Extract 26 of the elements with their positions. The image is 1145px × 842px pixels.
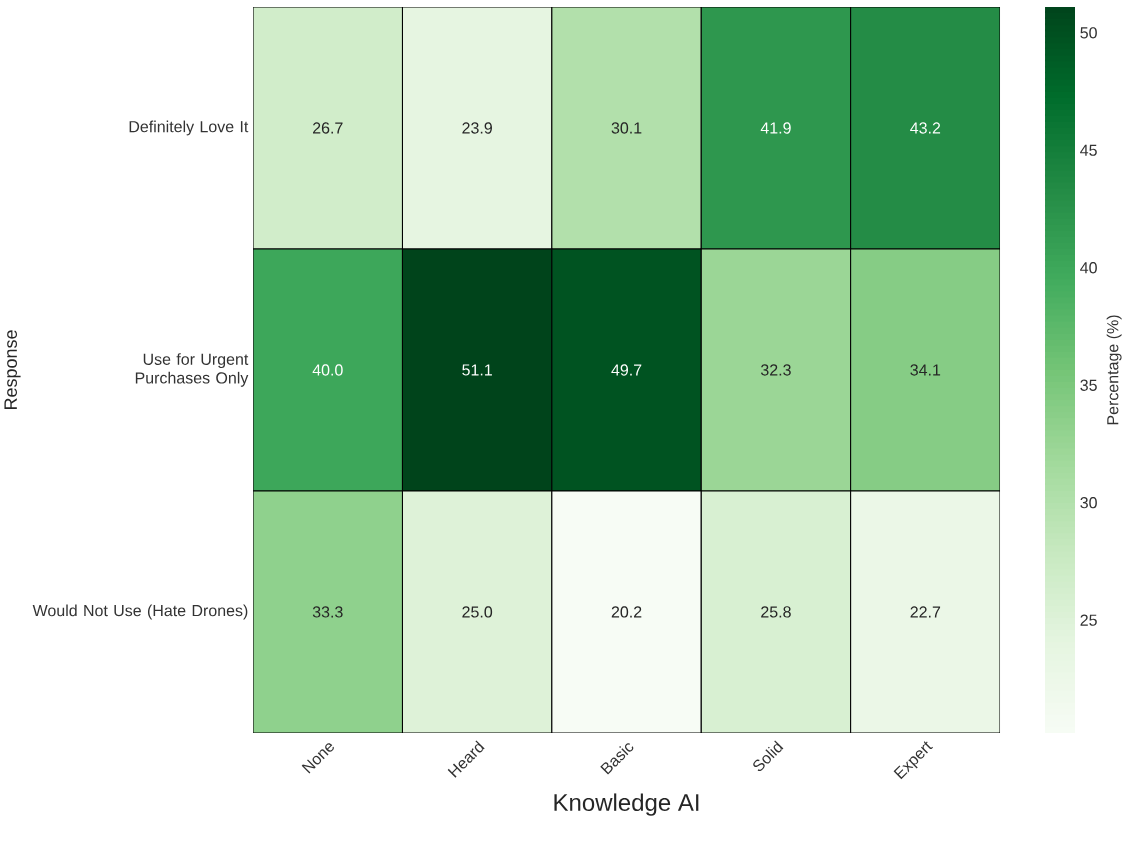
- y-tick-label: Use for Urgent Purchases Only: [135, 353, 249, 387]
- data-label: 32.3: [760, 364, 791, 376]
- color-bar-label: 25: [1080, 614, 1097, 626]
- data-label: 43.2: [910, 122, 941, 134]
- data-label: 22.7: [910, 606, 941, 618]
- data-label: 30.1: [611, 122, 642, 134]
- y-tick-label: Definitely Love It: [129, 120, 249, 136]
- x-axis-title: Knowledge AI: [554, 793, 699, 816]
- color-bar-label: 30: [1080, 497, 1097, 509]
- data-label: 23.9: [462, 122, 492, 134]
- data-label: 20.2: [611, 606, 642, 618]
- data-label: 25.8: [761, 606, 791, 618]
- data-label: 26.7: [313, 122, 343, 134]
- y-axis-title: Response: [4, 330, 21, 410]
- color-bar-label: 35: [1080, 379, 1097, 391]
- color-bar-label: 40: [1080, 262, 1097, 274]
- color-bar-label: 50: [1080, 27, 1097, 39]
- data-label: 49.7: [611, 364, 642, 376]
- data-label: 40.0: [312, 364, 343, 376]
- color-bar-label: 45: [1080, 144, 1097, 156]
- y-tick-label: Would Not Use (Hate Drones): [32, 604, 248, 620]
- data-label: 34.1: [910, 364, 941, 376]
- data-label: 25.0: [462, 606, 493, 618]
- color-bar-title: Percentage (%): [1106, 315, 1122, 425]
- data-label: 41.9: [760, 122, 791, 134]
- data-label: 51.1: [462, 364, 492, 376]
